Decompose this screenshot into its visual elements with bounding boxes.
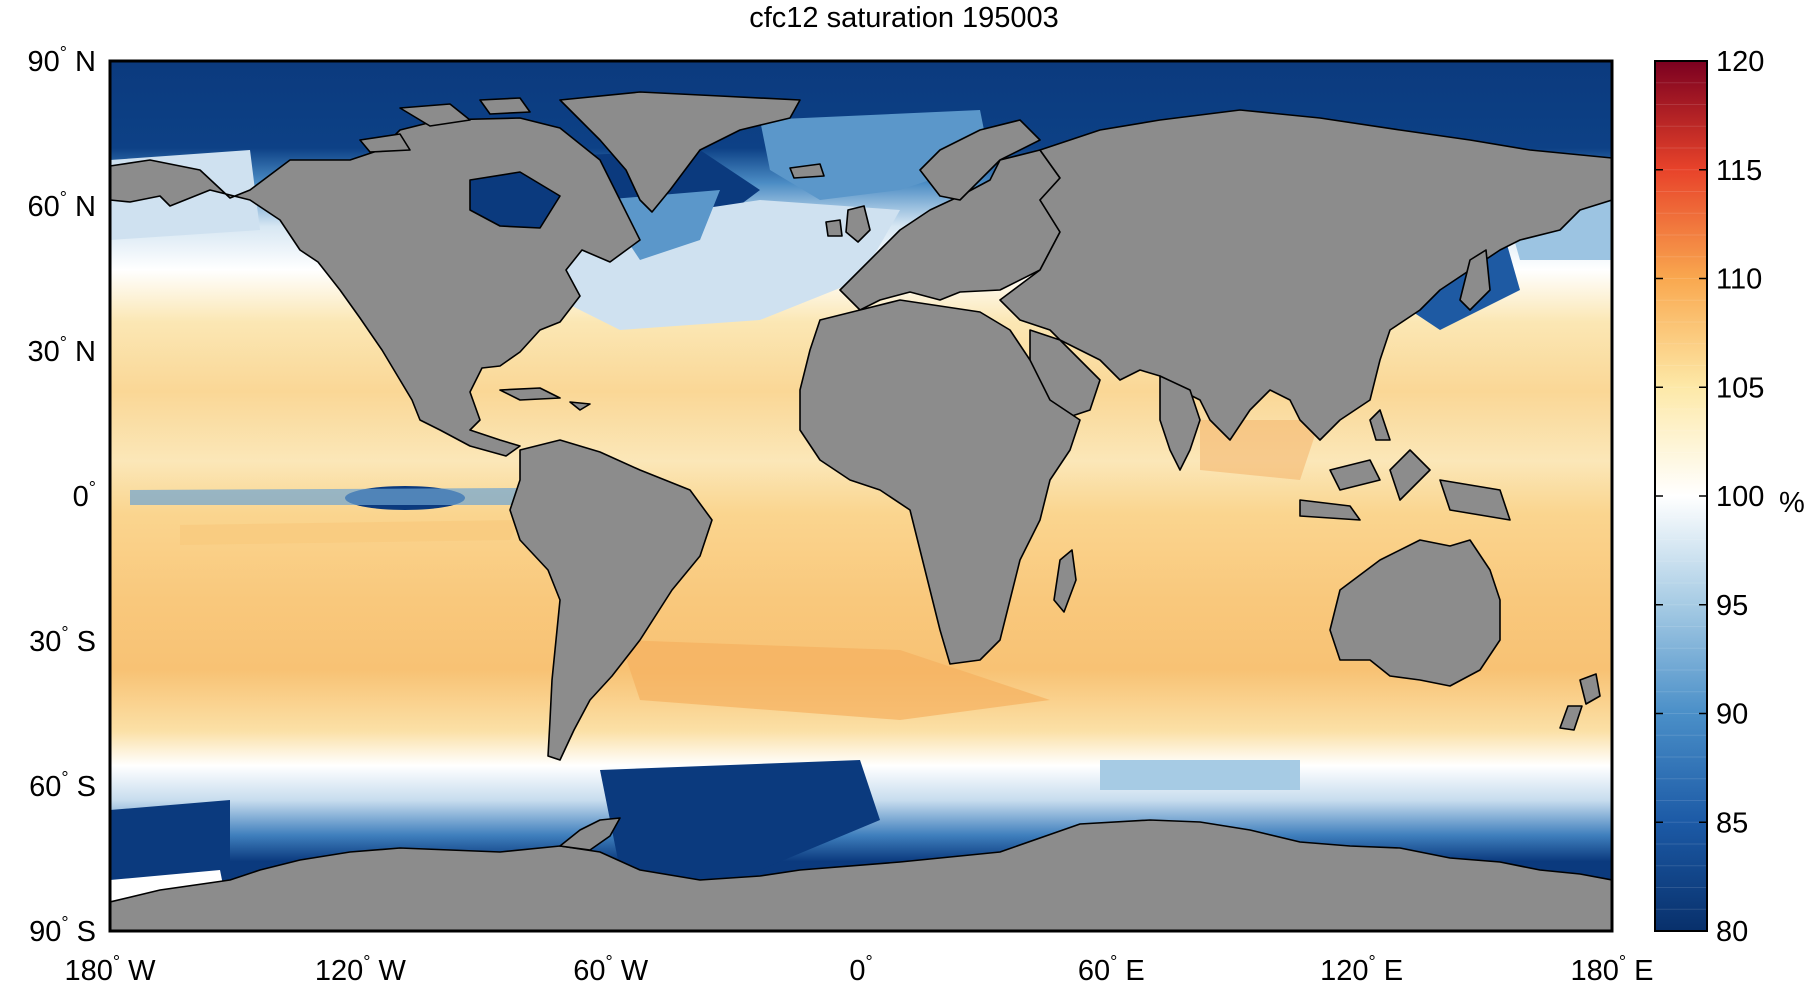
colorbar-tick-label: 105 [1716,372,1764,404]
y-tick-label: 90° S [29,913,96,948]
colorbar-gradient [1655,61,1707,931]
asia [999,109,1612,441]
colorbar-bands [1655,82,1707,910]
land [110,91,1612,931]
colorbar-tick-label: 120 [1716,46,1764,78]
y-tick-label: 60° N [28,188,96,223]
map-area [110,61,1612,931]
colorbar-tick-label: 85 [1716,807,1748,839]
x-tick-label: 60° W [573,952,649,984]
africa [799,299,1081,665]
colorbar-tick-label: 115 [1716,155,1762,187]
x-tick-label: 120° W [315,952,407,984]
greenland [559,91,801,213]
colorbar-tick-labels: 80 85 90 95 100 105 110 115 120 [1655,46,1764,948]
map-frame [108,59,1614,933]
x-tick-label: 60° E [1078,952,1145,984]
y-tick-label: 30° S [29,623,96,658]
colorbar-tick-label: 90 [1716,699,1748,731]
x-tick-labels: 180° W 120° W 60° W 0° 60° E 120° E 180° E [64,952,1653,984]
x-tick-label: 0° [849,952,872,984]
y-tick-label: 30° N [28,333,96,368]
colorbar-tick-label: 110 [1716,264,1762,296]
antarctica [110,819,1612,931]
plot-title: cfc12 saturation 195003 [749,2,1059,34]
colorbar-tick-label: 80 [1716,916,1748,948]
x-tick-label: 180° W [64,952,156,984]
x-tick-label: 120° E [1320,952,1403,984]
australia [1329,539,1501,687]
y-tick-label: 0° [73,478,96,513]
y-tick-label: 60° S [29,768,96,803]
x-tick-label: 180° E [1571,952,1654,984]
colorbar-unit: % [1779,487,1805,519]
colorbar-tick-label: 100 [1716,481,1764,513]
colorbar-tick-label: 95 [1716,590,1748,622]
y-tick-label: 90° N [28,43,96,78]
y-tick-labels: 90° N 60° N 30° N 0° 30° S 60° S 90° S [28,43,96,948]
south-america [509,439,713,761]
